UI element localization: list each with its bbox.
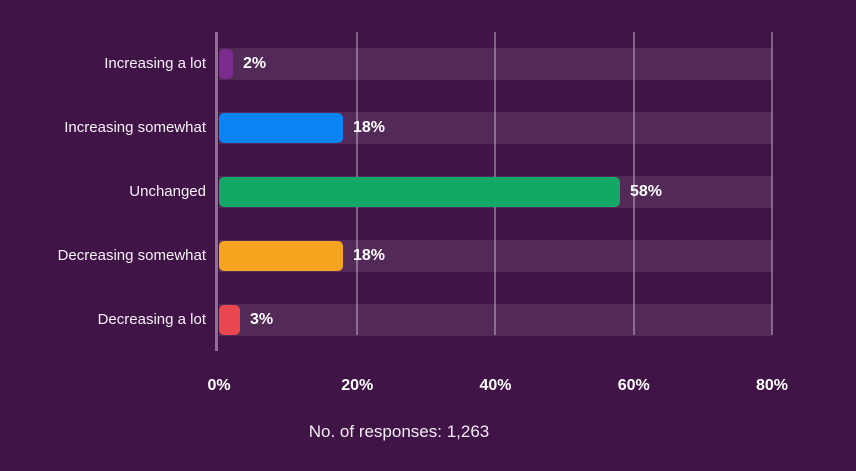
x-tick-label: 20% bbox=[341, 377, 374, 394]
bar bbox=[219, 49, 233, 79]
chart-row: Decreasing a lot 3% bbox=[0, 304, 856, 336]
value-label: 18% bbox=[353, 247, 386, 264]
chart-row: Increasing somewhat 18% bbox=[0, 112, 856, 144]
bar-background-band bbox=[219, 304, 772, 336]
category-label: Increasing somewhat bbox=[64, 119, 206, 136]
chart-row: Increasing a lot 2% bbox=[0, 48, 856, 80]
x-tick-label: 40% bbox=[479, 377, 512, 394]
bar bbox=[219, 177, 620, 207]
value-label: 2% bbox=[243, 55, 267, 72]
gridline bbox=[632, 32, 635, 335]
gridline bbox=[770, 32, 773, 335]
x-tick-label: 0% bbox=[207, 377, 231, 394]
value-label: 3% bbox=[250, 311, 274, 328]
value-label: 18% bbox=[353, 119, 386, 136]
category-label: Decreasing somewhat bbox=[57, 247, 206, 264]
value-label: 58% bbox=[630, 183, 663, 200]
chart-caption: No. of responses: 1,263 bbox=[308, 422, 490, 441]
category-label: Unchanged bbox=[129, 183, 206, 200]
bar bbox=[219, 305, 240, 335]
category-label: Decreasing a lot bbox=[97, 311, 206, 328]
bar-background-band bbox=[219, 48, 772, 80]
x-tick-label: 60% bbox=[617, 377, 650, 394]
chart-row: Decreasing somewhat 18% bbox=[0, 240, 856, 272]
bar bbox=[219, 113, 343, 143]
category-label: Increasing a lot bbox=[104, 55, 206, 72]
x-tick-label: 80% bbox=[755, 377, 789, 394]
bar bbox=[219, 241, 343, 271]
y-axis-line bbox=[215, 32, 218, 351]
chart-row: Unchanged 58% bbox=[0, 176, 856, 208]
